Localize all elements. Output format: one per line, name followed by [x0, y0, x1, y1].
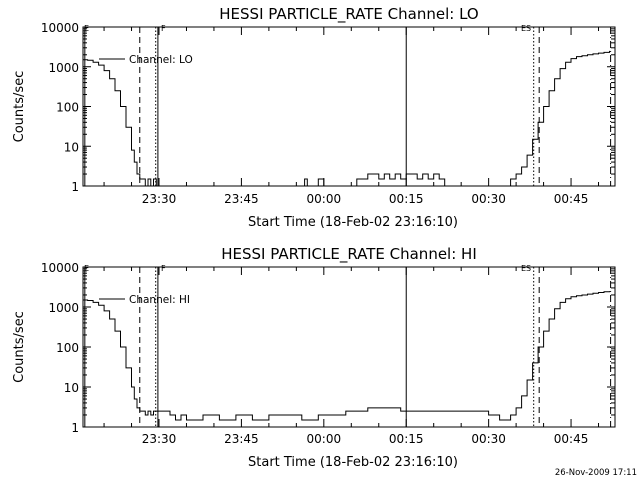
x-axis-label: Start Time (18-Feb-02 23:16:10)	[248, 455, 458, 470]
data-series-line	[83, 50, 610, 187]
chart-title: HESSI PARTICLE_RATE Channel: LO	[219, 5, 478, 24]
x-tick-label: 00:30	[471, 432, 506, 446]
y-axis-label: Counts/sec	[12, 311, 27, 383]
y-tick-label: 1	[71, 180, 79, 194]
chart-panel-1: HESSI PARTICLE_RATE Channel: LO 1 10 100 100…	[12, 5, 616, 230]
chart-title: HESSI PARTICLE_RATE Channel: HI	[221, 245, 477, 264]
x-tick-label: 00:45	[554, 192, 589, 206]
event-marker-label: E	[84, 264, 89, 273]
y-tick-label: 10	[64, 381, 79, 395]
y-tick-label: 10000	[41, 261, 79, 275]
event-marker-label: E	[84, 24, 89, 33]
x-tick-label: 23:30	[142, 192, 177, 206]
x-tick-label: 00:15	[389, 192, 424, 206]
data-series-line	[83, 291, 610, 421]
legend-label: Channel: LO	[129, 54, 193, 66]
x-tick-label: 00:15	[389, 432, 424, 446]
y-tick-label: 10	[64, 140, 79, 154]
y-tick-label: 1000	[48, 301, 79, 315]
plot-frame	[82, 266, 616, 428]
footer-timestamp: 26-Nov-2009 17:11	[555, 468, 637, 478]
y-tick-label: 10000	[41, 21, 79, 35]
event-marker-label: F	[161, 24, 166, 33]
x-tick-label: 23:45	[224, 432, 259, 446]
x-tick-label: 23:45	[224, 192, 259, 206]
plot-frame	[82, 26, 616, 187]
event-marker-label: ES	[521, 24, 531, 33]
y-tick-label: 100	[56, 341, 79, 355]
x-tick-label: 23:30	[142, 432, 177, 446]
event-marker-label: F	[161, 264, 166, 273]
x-tick-label: 00:00	[307, 192, 342, 206]
x-axis-label: Start Time (18-Feb-02 23:16:10)	[248, 215, 458, 230]
y-tick-label: 100	[56, 101, 79, 115]
x-tick-label: 00:30	[471, 192, 506, 206]
event-marker-label: ES	[521, 264, 531, 273]
y-tick-label: 1000	[48, 61, 79, 75]
y-axis-label: Counts/sec	[12, 71, 27, 143]
x-tick-label: 00:45	[554, 432, 589, 446]
chart-panel-2: HESSI PARTICLE_RATE Channel: HI 1 10 100 100…	[12, 245, 616, 470]
x-tick-label: 00:00	[307, 432, 342, 446]
y-tick-label: 1	[71, 421, 79, 435]
legend-label: Channel: HI	[129, 294, 190, 306]
